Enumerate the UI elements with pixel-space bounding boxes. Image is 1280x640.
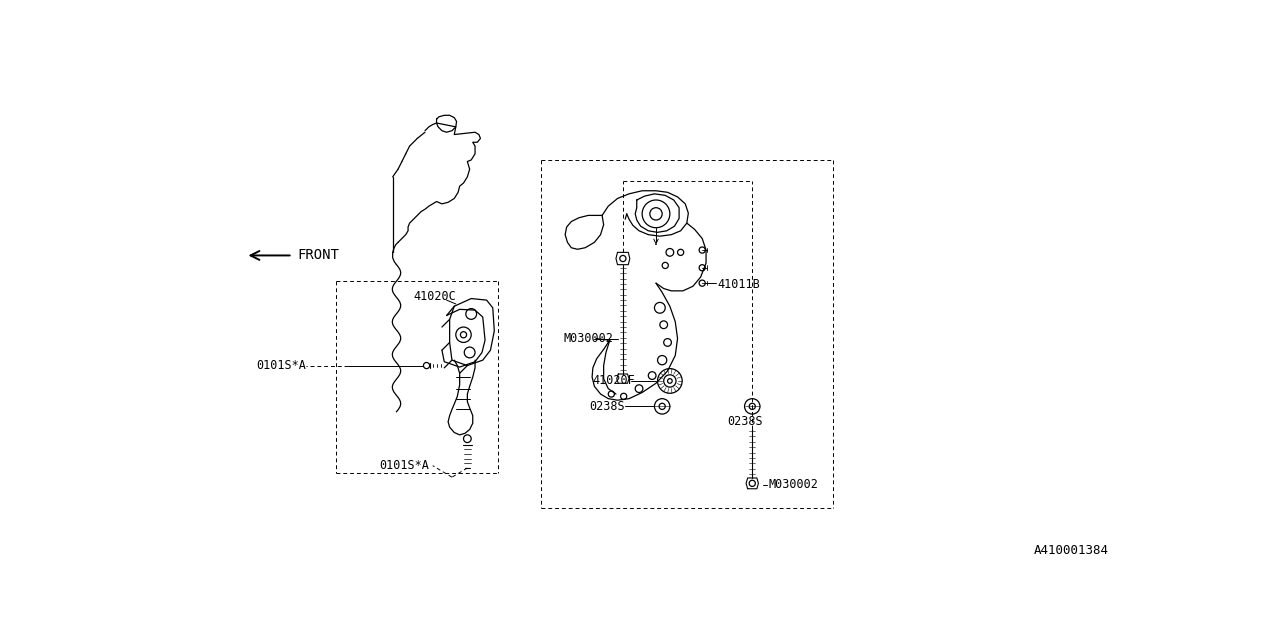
Text: M030002: M030002	[768, 479, 818, 492]
Text: 41020F: 41020F	[593, 374, 635, 387]
Text: 41011B: 41011B	[718, 278, 760, 291]
Text: 0238S: 0238S	[727, 415, 763, 428]
Text: 41020C: 41020C	[413, 290, 456, 303]
Text: 0101S*A: 0101S*A	[256, 359, 306, 372]
Text: M030002: M030002	[563, 332, 613, 345]
Text: FRONT: FRONT	[297, 248, 339, 262]
Text: A410001384: A410001384	[1033, 544, 1108, 557]
Text: 0101S*A: 0101S*A	[379, 459, 429, 472]
Text: 0238S: 0238S	[589, 400, 625, 413]
